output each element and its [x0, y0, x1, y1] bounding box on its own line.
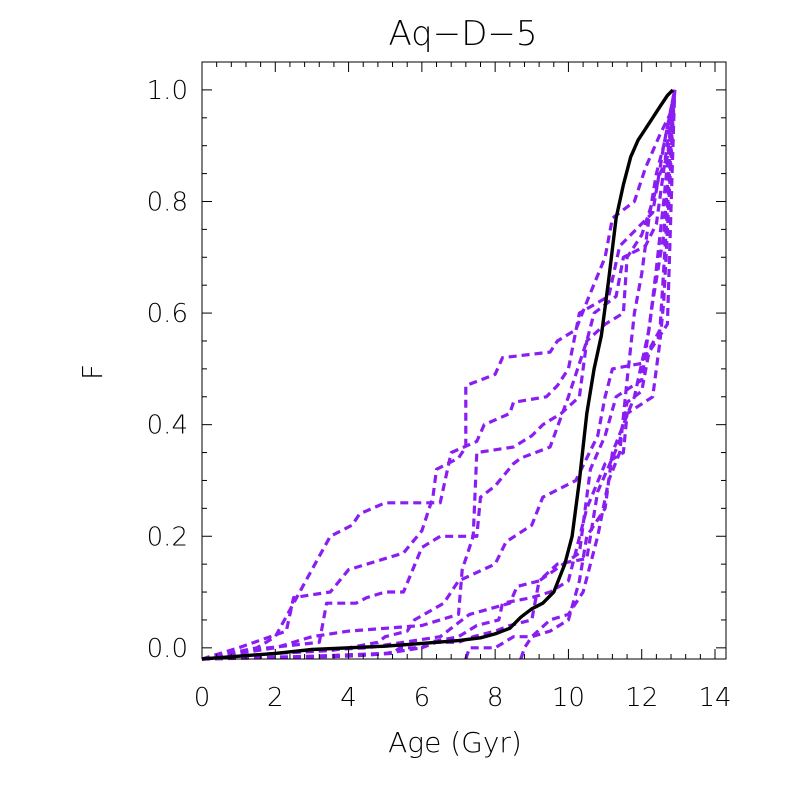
series-realization-2: [201, 89, 677, 661]
y-axis-label: F: [76, 364, 109, 380]
y-tick-label: 0.6: [147, 299, 188, 329]
chart-title: Aq−D−5: [388, 14, 537, 54]
series-realization-4: [201, 89, 677, 661]
series-main: [201, 88, 675, 661]
series-realization-7: [201, 89, 677, 661]
series-realization-9: [464, 89, 677, 660]
x-tick-label: 14: [698, 683, 731, 713]
y-tick-label: 0.4: [147, 411, 188, 441]
plot-series: [201, 88, 677, 661]
series-realization-1: [201, 89, 677, 661]
y-tick-label: 0.8: [147, 187, 188, 217]
y-tick-label: 0.0: [147, 634, 188, 664]
x-tick-label: 2: [267, 683, 284, 713]
x-tick-label: 0: [194, 683, 211, 713]
series-realization-3: [201, 89, 677, 661]
series-realization-8: [201, 89, 677, 661]
y-tick-label: 0.2: [147, 522, 188, 552]
y-tick-label: 1.0: [147, 76, 188, 106]
series-realization-6: [201, 89, 677, 661]
plot-frame: [201, 61, 727, 660]
series-realization-5: [201, 89, 677, 661]
axis-ticks: [201, 62, 726, 659]
x-axis-label: Age (Gyr): [388, 726, 522, 759]
x-tick-label: 10: [552, 683, 585, 713]
x-tick-label: 6: [414, 683, 431, 713]
x-tick-label: 8: [487, 683, 504, 713]
x-tick-label: 4: [340, 683, 357, 713]
x-tick-label: 12: [625, 683, 658, 713]
tick-labels: 0 2 4 6 8 10 12 14 0.0 0.2 0.4 0.6 0.8 1.0: [147, 76, 732, 713]
series-realization-10: [519, 89, 677, 660]
